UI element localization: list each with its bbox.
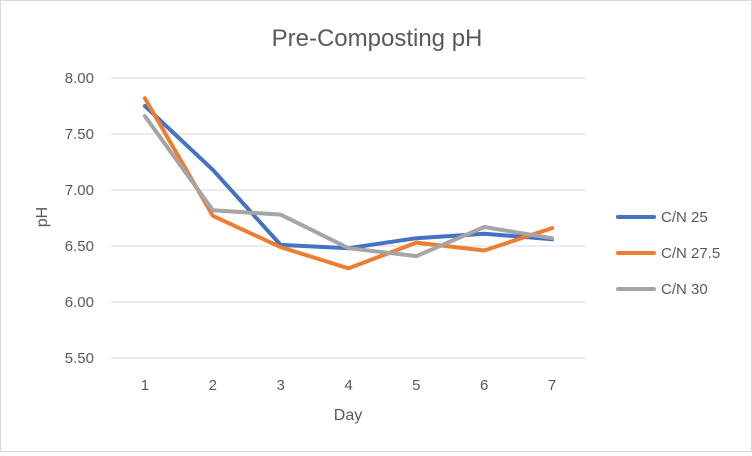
y-tick-label: 8.00 <box>65 70 94 87</box>
legend-item: C/N 27.5 <box>616 245 720 262</box>
x-tick-label: 5 <box>412 377 420 394</box>
x-tick-label: 2 <box>209 377 217 394</box>
x-tick-label: 4 <box>344 377 352 394</box>
x-axis-label: Day <box>334 407 362 424</box>
x-axis-tick-labels: 1 2 3 4 5 6 7 <box>141 377 556 394</box>
y-tick-label: 7.50 <box>65 126 94 143</box>
y-tick-label: 7.00 <box>65 182 94 199</box>
legend-item: C/N 25 <box>616 209 708 226</box>
legend-item: C/N 30 <box>616 281 708 298</box>
gridlines <box>111 77 586 359</box>
series-line-3 <box>142 114 555 259</box>
legend-label: C/N 30 <box>661 281 708 298</box>
x-tick-label: 6 <box>480 377 488 394</box>
y-axis-tick-labels: 5.50 6.00 6.50 7.00 7.50 8.00 <box>65 70 94 367</box>
y-tick-label: 6.00 <box>65 294 94 311</box>
y-tick-label: 5.50 <box>65 350 94 367</box>
legend-label: C/N 27.5 <box>661 245 720 262</box>
x-tick-label: 7 <box>548 377 556 394</box>
series-lines <box>142 96 555 271</box>
series-line-2 <box>142 96 555 271</box>
legend-label: C/N 25 <box>661 209 708 226</box>
chart-title: Pre-Composting pH <box>272 25 483 52</box>
y-tick-label: 6.50 <box>65 238 94 255</box>
x-tick-label: 3 <box>276 377 284 394</box>
x-tick-label: 1 <box>141 377 149 394</box>
y-axis-label: pH <box>34 207 51 227</box>
legend: C/N 25 C/N 27.5 C/N 30 <box>616 209 720 298</box>
